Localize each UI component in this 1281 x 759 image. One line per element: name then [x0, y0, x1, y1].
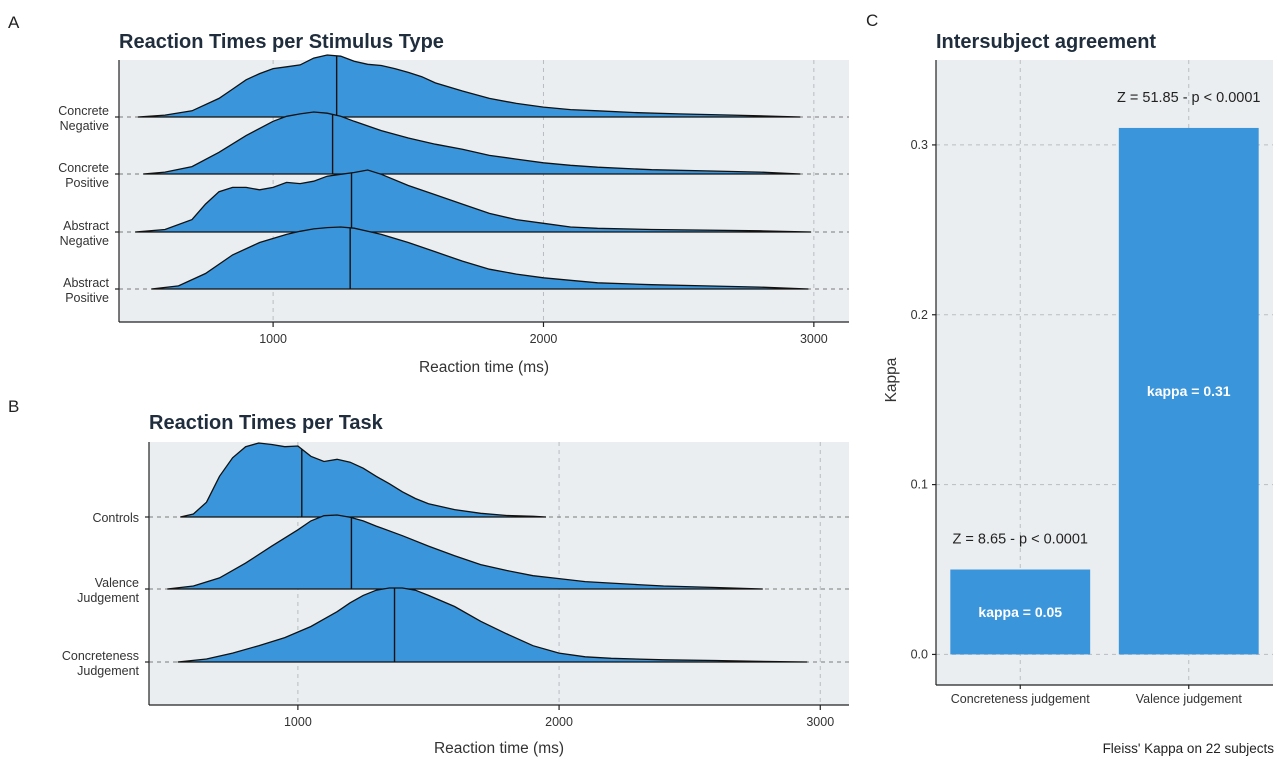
y-category-label: Positive	[65, 176, 109, 190]
panel-letter-b: B	[8, 397, 19, 416]
panel-letter-c: C	[866, 11, 878, 30]
density-ridge	[167, 514, 763, 590]
y-category-label: Abstract	[63, 219, 109, 233]
chart-panel-a: Reaction Times per Stimulus Type 1000 200…	[58, 31, 849, 376]
x-axis-title-b: Reaction time (ms)	[434, 740, 564, 757]
chart-caption-c: Fleiss' Kappa on 22 subjects	[1103, 741, 1275, 756]
bar-annotation: Z = 8.65 - p < 0.0001	[953, 532, 1088, 548]
bar-value-label: kappa = 0.31	[1147, 383, 1231, 399]
x-tick-label: 1000	[284, 715, 312, 729]
x-category-label: Valence judgement	[1136, 692, 1243, 706]
chart-title-a: Reaction Times per Stimulus Type	[119, 31, 444, 53]
y-tick-label: 0.3	[911, 138, 928, 152]
y-category-label: Negative	[60, 119, 109, 133]
bar-value-label: kappa = 0.05	[978, 604, 1062, 620]
y-category-label: Positive	[65, 291, 109, 305]
panel-letter-a: A	[8, 13, 20, 32]
y-category-label: Concreteness	[62, 649, 139, 663]
chart-title-c: Intersubject agreement	[936, 31, 1156, 53]
bar	[950, 569, 1091, 655]
y-category-label: Judgement	[77, 664, 139, 678]
y-category-label: Concrete	[58, 161, 109, 175]
chart-panel-c: Intersubject agreement kappa = 0.05 Z = 8…	[883, 31, 1274, 756]
y-tick-label: 0.1	[911, 478, 928, 492]
x-category-label: Concreteness judgement	[951, 692, 1090, 706]
x-tick-label: 2000	[545, 715, 573, 729]
chart-panel-b: Reaction Times per Task 1000 2000 3000 Con…	[62, 412, 849, 757]
y-tick-label: 0.2	[911, 308, 928, 322]
x-tick-label: 1000	[259, 332, 287, 346]
density-ridge	[151, 226, 809, 290]
y-tick-label: 0.0	[911, 647, 928, 661]
density-ridge	[135, 169, 812, 233]
y-category-label: Controls	[92, 511, 139, 525]
y-category-label: Valence	[95, 576, 139, 590]
y-category-label: Concrete	[58, 104, 109, 118]
y-category-label: Abstract	[63, 276, 109, 290]
density-ridge	[180, 442, 547, 518]
density-ridge	[137, 54, 801, 118]
x-axis-title-a: Reaction time (ms)	[419, 359, 549, 376]
y-axis-title-c: Kappa	[883, 357, 900, 402]
bar	[1118, 127, 1259, 655]
x-tick-label: 3000	[800, 332, 828, 346]
y-category-label: Negative	[60, 234, 109, 248]
x-tick-label: 3000	[806, 715, 834, 729]
density-ridge	[177, 587, 808, 663]
chart-title-b: Reaction Times per Task	[149, 412, 384, 434]
density-ridge	[143, 111, 801, 175]
x-tick-label: 2000	[530, 332, 558, 346]
y-category-label: Judgement	[77, 591, 139, 605]
bar-annotation: Z = 51.85 - p < 0.0001	[1117, 90, 1261, 106]
